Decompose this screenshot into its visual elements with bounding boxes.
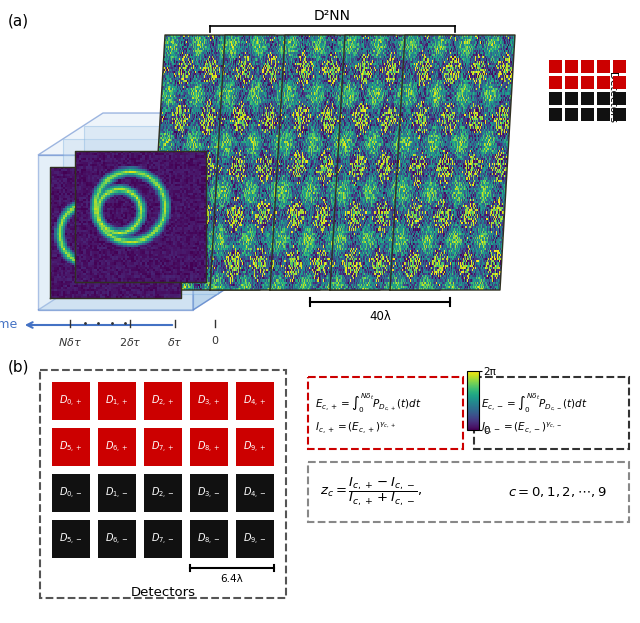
Bar xyxy=(597,92,610,105)
Bar xyxy=(52,382,90,420)
Bar xyxy=(613,76,626,89)
Bar xyxy=(236,520,274,558)
Bar xyxy=(190,428,228,466)
Bar xyxy=(549,108,562,121)
Text: $D_{8,+}$: $D_{8,+}$ xyxy=(197,439,221,455)
Text: 40λ: 40λ xyxy=(369,310,391,323)
Text: $E_{c,+} = \int_0^{N\delta_t} P_{D_{c,+}}(t)dt$: $E_{c,+} = \int_0^{N\delta_t} P_{D_{c,+}… xyxy=(315,391,421,414)
Bar xyxy=(144,520,182,558)
Bar xyxy=(190,382,228,420)
Text: (a): (a) xyxy=(8,14,29,29)
Bar xyxy=(98,428,136,466)
Bar xyxy=(549,60,562,73)
Text: Phase: Phase xyxy=(465,183,499,193)
Bar xyxy=(236,474,274,512)
Bar xyxy=(236,382,274,420)
Bar xyxy=(236,428,274,466)
Text: $\mathit{2δτ}$: $\mathit{2δτ}$ xyxy=(118,336,141,348)
Text: 6.4λ: 6.4λ xyxy=(221,574,243,584)
Polygon shape xyxy=(83,126,239,280)
Text: D²NN: D²NN xyxy=(314,9,351,23)
Bar xyxy=(549,76,562,89)
Text: $z_c = \dfrac{I_{c,+} - I_{c,-}}{I_{c,+} + I_{c,-}},$: $z_c = \dfrac{I_{c,+} - I_{c,-}}{I_{c,+}… xyxy=(320,476,422,508)
Text: $D_{7,+}$: $D_{7,+}$ xyxy=(151,439,175,455)
Bar xyxy=(613,108,626,121)
Bar xyxy=(565,60,578,73)
Polygon shape xyxy=(38,268,258,310)
Text: $D_{8,-}$: $D_{8,-}$ xyxy=(197,531,221,546)
Bar xyxy=(613,92,626,105)
Bar xyxy=(613,60,626,73)
Bar xyxy=(565,108,578,121)
Text: $D_{2,-}$: $D_{2,-}$ xyxy=(151,485,175,500)
Text: $D_{5,-}$: $D_{5,-}$ xyxy=(59,531,83,546)
Bar xyxy=(52,428,90,466)
Text: time: time xyxy=(0,318,18,330)
Bar xyxy=(565,76,578,89)
Bar xyxy=(581,60,594,73)
Bar xyxy=(98,382,136,420)
FancyBboxPatch shape xyxy=(308,377,463,449)
Text: $D_{6,-}$: $D_{6,-}$ xyxy=(105,531,129,546)
Text: $D_{3,-}$: $D_{3,-}$ xyxy=(197,485,221,500)
Bar xyxy=(581,76,594,89)
Text: $D_{5,+}$: $D_{5,+}$ xyxy=(60,439,83,455)
Text: $E_{c,-} = \int_0^{N\delta_t} P_{D_{c,-}}(t)dt$: $E_{c,-} = \int_0^{N\delta_t} P_{D_{c,-}… xyxy=(481,391,588,414)
Text: $D_{3,+}$: $D_{3,+}$ xyxy=(197,394,221,409)
Text: $D_{9,+}$: $D_{9,+}$ xyxy=(243,439,267,455)
FancyBboxPatch shape xyxy=(474,377,629,449)
Text: $\mathit{δτ}$: $\mathit{δτ}$ xyxy=(167,336,183,348)
Bar xyxy=(144,428,182,466)
Polygon shape xyxy=(38,155,193,310)
Text: $D_{7,-}$: $D_{7,-}$ xyxy=(151,531,175,546)
Bar xyxy=(565,92,578,105)
Text: $I_{c,+} = (E_{c,+})^{\gamma_{c,+}}$: $I_{c,+} = (E_{c,+})^{\gamma_{c,+}}$ xyxy=(315,421,396,437)
Bar xyxy=(581,92,594,105)
FancyBboxPatch shape xyxy=(308,462,629,522)
Bar xyxy=(144,382,182,420)
Text: $D_{0,+}$: $D_{0,+}$ xyxy=(60,394,83,409)
Text: $I_{c,-} = (E_{c,-})^{\gamma_{c,-}}$: $I_{c,-} = (E_{c,-})^{\gamma_{c,-}}$ xyxy=(481,421,562,437)
Text: $D_{0,-}$: $D_{0,-}$ xyxy=(59,485,83,500)
Text: $D_{1,-}$: $D_{1,-}$ xyxy=(105,485,129,500)
Bar xyxy=(52,474,90,512)
Bar xyxy=(52,520,90,558)
Text: Detectors: Detectors xyxy=(607,72,617,123)
Bar xyxy=(144,474,182,512)
Bar xyxy=(597,108,610,121)
Polygon shape xyxy=(38,113,258,155)
Bar xyxy=(98,520,136,558)
Polygon shape xyxy=(193,113,258,310)
Polygon shape xyxy=(63,139,218,294)
Text: $D_{1,+}$: $D_{1,+}$ xyxy=(105,394,129,409)
Text: $D_{6,+}$: $D_{6,+}$ xyxy=(105,439,129,455)
Bar xyxy=(597,60,610,73)
Bar xyxy=(549,92,562,105)
Text: $D_{4,+}$: $D_{4,+}$ xyxy=(243,394,267,409)
Text: $\mathit{Nδτ}$: $\mathit{Nδτ}$ xyxy=(58,336,82,348)
Bar xyxy=(581,108,594,121)
Text: (b): (b) xyxy=(8,360,29,375)
Text: $D_{4,-}$: $D_{4,-}$ xyxy=(243,485,267,500)
Bar xyxy=(98,474,136,512)
Text: 0: 0 xyxy=(211,336,218,346)
Bar xyxy=(597,76,610,89)
Bar xyxy=(190,520,228,558)
Text: $c = 0,1,2,\cdots,9$: $c = 0,1,2,\cdots,9$ xyxy=(508,485,607,499)
Bar xyxy=(190,474,228,512)
Text: $D_{9,-}$: $D_{9,-}$ xyxy=(243,531,267,546)
Text: Detectors: Detectors xyxy=(131,586,195,599)
Text: $D_{2,+}$: $D_{2,+}$ xyxy=(151,394,175,409)
